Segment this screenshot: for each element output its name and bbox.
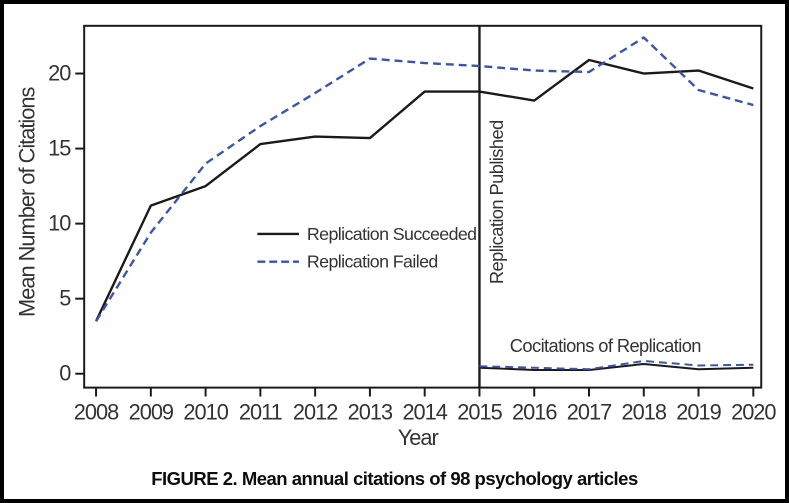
cocitations-label: Cocitations of Replication xyxy=(510,335,701,356)
legend-label-failed: Replication Failed xyxy=(307,252,438,272)
series-line-2 xyxy=(479,362,754,371)
x-tick-label: 2018 xyxy=(622,399,667,424)
y-tick-label: 20 xyxy=(48,60,71,85)
y-tick-label: 15 xyxy=(48,136,71,161)
legend: Replication Succeeded Replication Failed xyxy=(257,224,477,272)
x-tick-label: 2019 xyxy=(676,399,721,424)
series-line-0 xyxy=(94,58,754,322)
x-tick-label: 2010 xyxy=(183,399,228,424)
y-axis-label: Mean Number of Citations xyxy=(15,86,40,317)
x-tick-label: 2012 xyxy=(293,399,338,424)
x-tick-label: 2014 xyxy=(402,399,447,424)
x-tick-label: 2017 xyxy=(567,399,612,424)
y-tick-label: 0 xyxy=(59,361,71,386)
x-tick-label: 2008 xyxy=(74,399,119,424)
legend-label-succeeded: Replication Succeeded xyxy=(307,224,477,244)
x-tick-label: 2016 xyxy=(512,399,557,424)
replication-published-label: Replication Published xyxy=(486,120,507,284)
y-tick-label: 5 xyxy=(59,286,71,311)
x-tick-label: 2015 xyxy=(457,399,502,424)
chart-generated-layer: 2008 2009 2010 2011 2012 2013 2014 2015 2016 2017… xyxy=(48,24,777,424)
y-tick-label: 10 xyxy=(48,211,71,236)
citations-line-chart: 2008 2009 2010 2011 2012 2013 2014 2015 2016 2017… xyxy=(15,24,777,450)
x-tick-label: 2009 xyxy=(129,399,174,424)
plot-border xyxy=(83,24,763,389)
figure-caption: FIGURE 2. Mean annual citations of 98 ps… xyxy=(151,468,638,489)
x-tick-label: 2020 xyxy=(731,399,776,424)
series-line-1 xyxy=(95,36,754,322)
x-axis-label: Year xyxy=(398,425,439,450)
series-line-3 xyxy=(479,359,754,371)
x-tick-label: 2011 xyxy=(239,399,283,424)
figure-caption-row: FIGURE 2. Mean annual citations of 98 ps… xyxy=(4,456,785,499)
x-tick-label: 2013 xyxy=(348,399,393,424)
